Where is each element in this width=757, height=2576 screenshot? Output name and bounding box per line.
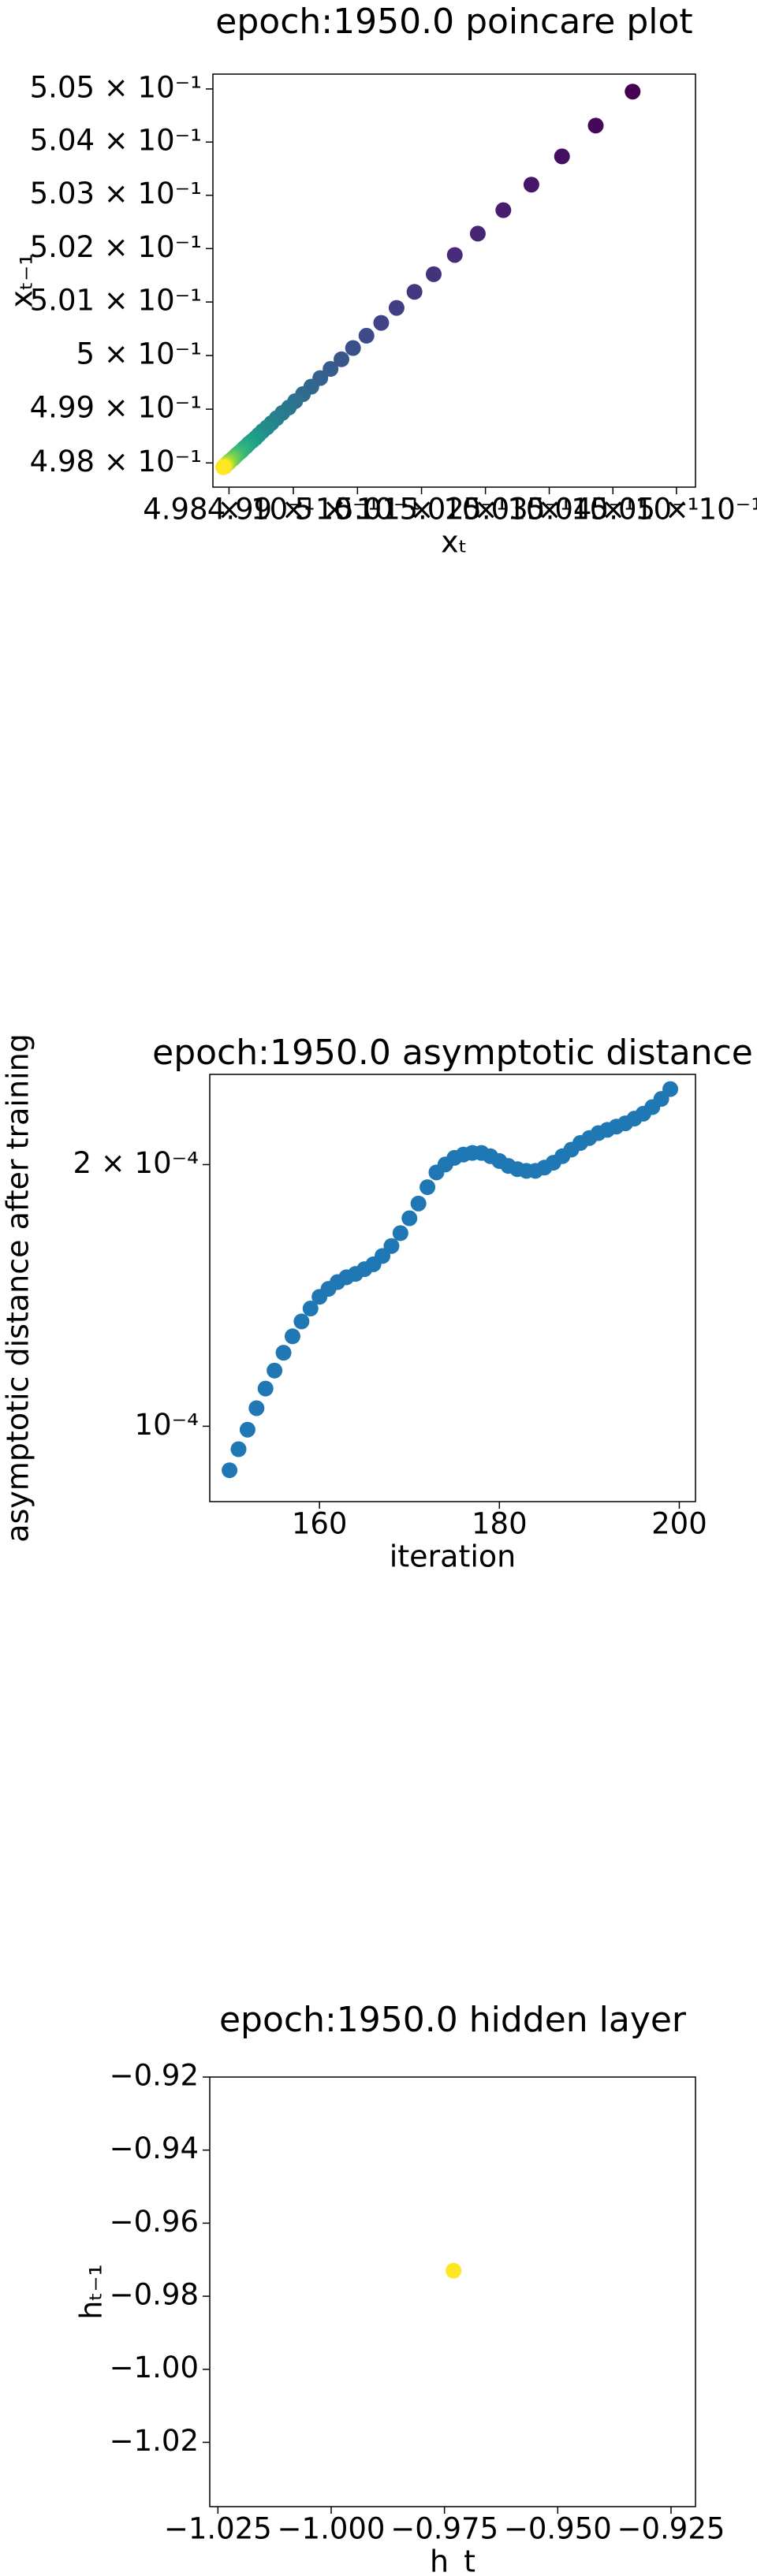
x-tick-label: 160 — [292, 1507, 348, 1541]
y-tick-label: −0.94 — [110, 2131, 199, 2165]
chart: epoch:1950.0 asymptotic distance 160 180 20… — [1, 1033, 753, 1574]
y-tick-label: 10⁻⁴ — [135, 1408, 199, 1442]
point — [248, 1400, 265, 1416]
y-axis-label: hₜ₋₁ — [74, 2264, 109, 2320]
y-tick-label: −0.92 — [110, 2059, 199, 2093]
x-tick-label: 4.98 × 10⁻¹ — [143, 493, 315, 527]
point — [323, 361, 339, 378]
point — [222, 1462, 238, 1479]
y-axis-label: xₜ₋₁ — [5, 254, 39, 308]
point — [345, 340, 361, 356]
point — [358, 327, 375, 344]
point — [257, 1380, 274, 1397]
point — [495, 202, 512, 218]
y-tick-label: 5.03 × 10⁻¹ — [30, 177, 202, 210]
point — [230, 1441, 247, 1457]
point — [469, 225, 486, 242]
x-tick-label: −1.000 — [278, 2512, 386, 2546]
point — [275, 1345, 292, 1361]
y-tick-label: 4.99 × 10⁻¹ — [30, 391, 202, 425]
plot-frame — [209, 2076, 696, 2507]
point — [302, 1301, 319, 1317]
y-tick-label: 5.04 × 10⁻¹ — [30, 124, 202, 158]
y-axis-label: asymptotic distance after training — [1, 1033, 35, 1543]
plot-frame — [209, 1074, 696, 1502]
point — [446, 2262, 462, 2279]
point — [523, 177, 539, 193]
point — [425, 266, 442, 282]
plot-frame — [212, 73, 696, 488]
chart: epoch:1950.0 hidden layer−1.025 −1.000 −0.… — [74, 2000, 725, 2576]
point — [267, 1362, 283, 1379]
y-tick-label: 5.05 × 10⁻¹ — [30, 70, 202, 104]
point — [373, 315, 390, 331]
point — [392, 1225, 408, 1241]
point — [388, 300, 405, 316]
chart-title: epoch:1950.0 asymptotic distance — [152, 1033, 753, 1073]
x-tick-label: 5.03 × 10⁻¹ — [463, 493, 635, 527]
y-tick-label: 5 × 10⁻¹ — [76, 337, 202, 371]
point — [406, 284, 423, 300]
point — [625, 84, 641, 100]
point — [587, 117, 604, 134]
x-tick-label: 5.05 × 10⁻¹ — [591, 493, 757, 527]
y-tick-label: 5.02 × 10⁻¹ — [30, 230, 202, 264]
x-axis-label: h_t — [430, 2544, 475, 2576]
point — [410, 1195, 427, 1212]
point — [554, 148, 570, 165]
point — [401, 1210, 418, 1227]
y-tick-label: −1.00 — [110, 2351, 199, 2384]
point — [446, 247, 463, 263]
point — [420, 1179, 436, 1196]
x-tick-label: −0.950 — [504, 2512, 612, 2546]
y-tick-label: 5.01 × 10⁻¹ — [30, 284, 202, 318]
x-tick-label: 5.04 × 10⁻¹ — [527, 493, 699, 527]
point — [284, 1328, 300, 1345]
x-tick-label: −0.975 — [390, 2512, 498, 2546]
point — [293, 1313, 310, 1330]
chart-title: epoch:1950.0 hidden layer — [219, 2000, 687, 2040]
x-tick-label: 5 × 10⁻¹ — [295, 493, 421, 527]
x-tick-label: −1.025 — [164, 2512, 272, 2546]
x-tick-label: 5.02 × 10⁻¹ — [399, 493, 571, 527]
x-axis-label: xₜ — [441, 525, 468, 560]
chart-title: epoch:1950.0 poincare plot — [215, 2, 692, 42]
x-tick-label: 200 — [651, 1507, 707, 1541]
point — [662, 1081, 679, 1097]
x-tick-label: 5.01 × 10⁻¹ — [335, 493, 507, 527]
y-tick-label: 2 × 10⁻⁴ — [73, 1146, 199, 1180]
point — [215, 459, 232, 475]
x-tick-label: −0.925 — [617, 2512, 725, 2546]
x-tick-label: 180 — [472, 1507, 528, 1541]
y-tick-label: 4.98 × 10⁻¹ — [30, 445, 202, 478]
x-tick-label: 4.99 × 10⁻¹ — [207, 493, 379, 527]
y-tick-label: −1.02 — [110, 2424, 199, 2458]
point — [334, 351, 350, 367]
x-axis-label: iteration — [390, 1539, 516, 1574]
point — [239, 1421, 255, 1438]
point — [383, 1238, 400, 1254]
y-tick-label: −0.96 — [110, 2205, 199, 2239]
y-tick-label: −0.98 — [110, 2278, 199, 2312]
